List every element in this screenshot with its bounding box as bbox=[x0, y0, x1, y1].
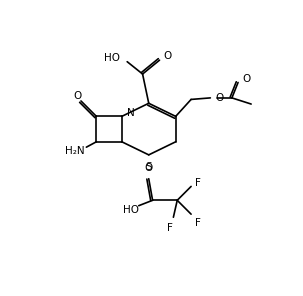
Text: HO: HO bbox=[104, 53, 120, 63]
Text: O: O bbox=[216, 93, 224, 103]
Text: F: F bbox=[167, 223, 172, 233]
Text: O: O bbox=[163, 51, 171, 61]
Text: O: O bbox=[73, 91, 81, 101]
Text: O: O bbox=[242, 74, 250, 84]
Text: N: N bbox=[127, 108, 135, 118]
Text: F: F bbox=[195, 218, 201, 228]
Text: H₂N: H₂N bbox=[65, 146, 85, 156]
Text: S: S bbox=[145, 162, 152, 172]
Text: F: F bbox=[195, 178, 201, 188]
Text: HO: HO bbox=[123, 205, 139, 215]
Text: O: O bbox=[145, 163, 153, 173]
